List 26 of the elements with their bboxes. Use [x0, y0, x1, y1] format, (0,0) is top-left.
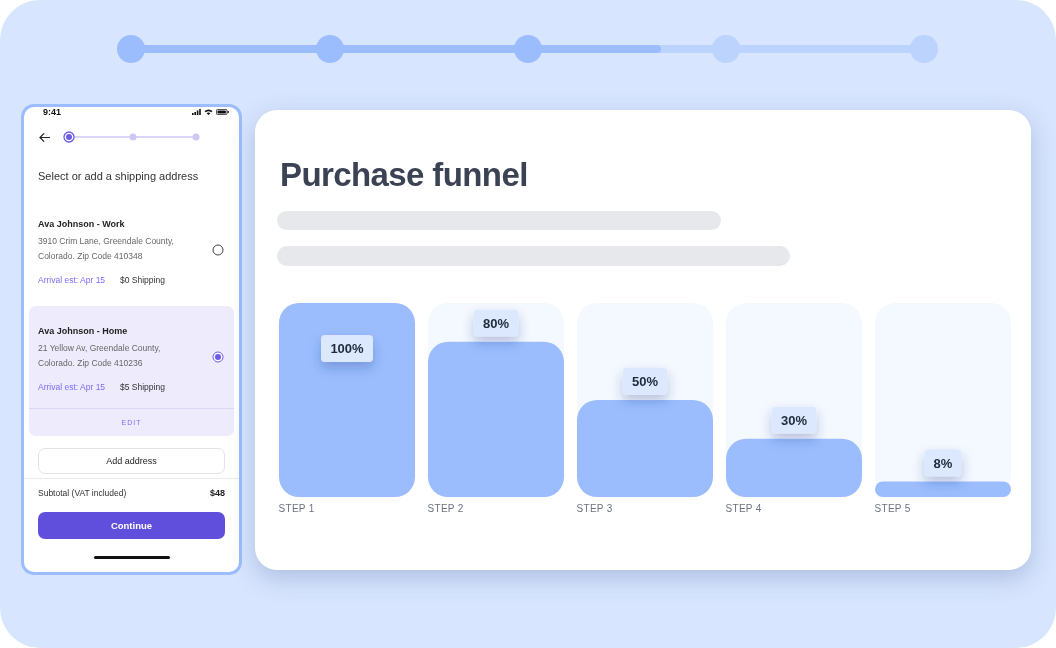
- text: 3910 Crim Lane, Greendale County, Colorado. Zip Code 410348: [38, 235, 174, 261]
- text: Ava Johnson - Home: [38, 325, 128, 336]
- x-tick-label: STEP 3: [576, 503, 613, 515]
- text: $5 Shipping: [120, 381, 165, 392]
- text: Ava Johnson - Work: [38, 218, 125, 229]
- bar: [875, 481, 1011, 497]
- button: Continue: [38, 512, 225, 539]
- text: Arrival est: Apr 15: [38, 274, 106, 285]
- text: Select or add a shipping address: [38, 169, 199, 182]
- text: $0 Shipping: [120, 274, 165, 285]
- text: Arrival est: Apr 15: [38, 381, 106, 392]
- x-tick-label: STEP 5: [874, 503, 911, 515]
- annotation: $48: [209, 487, 225, 498]
- x-tick-label: STEP 2: [427, 503, 464, 515]
- button: Add address: [38, 448, 225, 474]
- chart-title: Purchase funnel: [280, 156, 528, 193]
- data-label: 80%: [482, 315, 510, 331]
- data-label: 8%: [933, 455, 953, 471]
- text: 9:41: [43, 107, 62, 117]
- x-tick-label: STEP 1: [278, 503, 315, 515]
- x-tick-label: STEP 4: [725, 503, 762, 515]
- data-label: 30%: [780, 412, 808, 428]
- text: 21 Yellow Av, Greendale County, Colorado. Zip Code 410236: [38, 342, 161, 368]
- text: Subtotal (VAT included): [38, 487, 127, 498]
- data-label: 50%: [631, 374, 659, 390]
- data-label: 100%: [330, 341, 365, 357]
